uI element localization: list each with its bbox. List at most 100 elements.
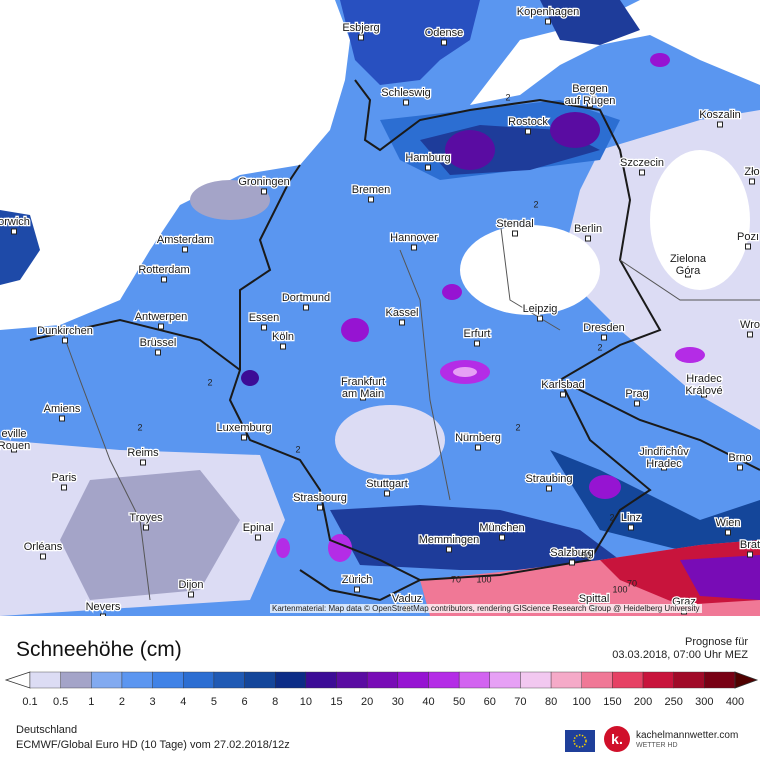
city-label: Koszalin xyxy=(699,109,741,121)
city-label: Zielona xyxy=(670,253,707,265)
city-label: Dijon xyxy=(178,579,203,591)
city-label: Brat xyxy=(740,539,760,551)
scale-cell xyxy=(91,671,123,689)
scale-cell xyxy=(581,671,613,689)
forecast-time: 03.03.2018, 07:00 Uhr MEZ xyxy=(612,649,748,661)
city-marker xyxy=(368,196,374,203)
city-marker xyxy=(155,349,161,356)
city-marker xyxy=(601,334,607,341)
city-marker xyxy=(40,553,46,560)
city-marker xyxy=(747,331,753,338)
city-marker xyxy=(499,534,505,541)
city-marker xyxy=(749,178,755,185)
contour-label: 2 xyxy=(207,377,212,387)
purple-area xyxy=(650,53,670,67)
color-scale: 0.1 0.5 1 2 3 4 5 6 8 10 15 20 30 40 50 60 70 80 100 150 200… xyxy=(4,671,759,708)
city-marker xyxy=(62,337,68,344)
eu-flag xyxy=(565,730,595,752)
city-label: Szczecin xyxy=(620,157,664,169)
bavaria-dark xyxy=(330,505,620,570)
city-marker xyxy=(446,546,452,553)
city-marker xyxy=(569,559,575,566)
purple-area xyxy=(589,475,621,499)
england xyxy=(0,210,40,285)
city-label: Schleswig xyxy=(381,87,431,99)
city-marker xyxy=(11,228,17,235)
scale-label: 50 xyxy=(453,696,465,708)
contour-label: 2 xyxy=(295,444,300,454)
contour-label: 2 xyxy=(515,422,520,432)
city-marker xyxy=(661,464,667,471)
city-label: Zło xyxy=(744,166,759,178)
scale-label: 70 xyxy=(514,696,526,708)
scale-cell xyxy=(550,671,582,689)
model: ECMWF/Global Euro HD (10 Tage) vom 27.02… xyxy=(16,739,290,751)
city-label: Orléans xyxy=(24,541,63,553)
grey-area xyxy=(190,180,270,220)
city-label: Jindřichův xyxy=(639,446,689,458)
city-marker xyxy=(358,34,364,41)
purple-area xyxy=(442,284,462,300)
city-marker xyxy=(425,164,431,171)
city-label: Frankfurt xyxy=(341,376,385,388)
city-label: Králové xyxy=(685,385,722,397)
city-label: Memmingen xyxy=(419,534,480,546)
city-label: Paris xyxy=(51,472,77,484)
border xyxy=(559,379,760,471)
city-marker xyxy=(403,99,409,106)
scale-cell xyxy=(520,671,552,689)
scale-label: 300 xyxy=(695,696,713,708)
scale-label: 6 xyxy=(242,696,248,708)
scale-cell xyxy=(152,671,184,689)
city-marker xyxy=(241,434,247,441)
scale-cell xyxy=(213,671,245,689)
city-marker xyxy=(158,323,164,330)
legend-panel: Schneehöhe (cm) Prognose für 03.03.2018,… xyxy=(0,616,760,760)
contour-label: 70 xyxy=(451,574,461,584)
contour-label: 50 xyxy=(581,550,591,560)
city-label: Straubing xyxy=(525,473,572,485)
scale-cell xyxy=(612,671,644,689)
city-marker xyxy=(628,524,634,531)
alps-deep xyxy=(680,555,760,600)
city-label: Troyes xyxy=(129,512,163,524)
city-marker xyxy=(512,230,518,237)
baltic-sea xyxy=(470,0,760,105)
city-marker xyxy=(639,169,645,176)
scale-cell xyxy=(60,671,92,689)
city-label: auf Rügen xyxy=(565,95,616,107)
city-marker xyxy=(360,394,366,401)
city-marker xyxy=(384,490,390,497)
city-label: Leipzig xyxy=(523,303,558,315)
city-label: Groningen xyxy=(238,176,289,188)
city-label: Hamburg xyxy=(405,152,450,164)
scale-cell xyxy=(428,671,460,689)
city-marker xyxy=(11,446,17,453)
borders xyxy=(29,79,760,602)
city-label: Köln xyxy=(272,331,294,343)
scale-label: 30 xyxy=(392,696,404,708)
city-label: Linz xyxy=(621,512,641,524)
city-marker xyxy=(441,39,447,46)
scale-cell xyxy=(704,671,736,689)
scale-label: 20 xyxy=(361,696,373,708)
city-label: Dunkirchen xyxy=(37,325,93,337)
city-label: am Main xyxy=(342,388,384,400)
admin-lines xyxy=(59,219,760,601)
germany-border xyxy=(228,79,662,582)
city-label: Góra xyxy=(676,265,701,277)
city-label: Spittal xyxy=(579,593,610,605)
city-label: Odense xyxy=(425,27,464,39)
city-label: München xyxy=(479,522,524,534)
city-marker xyxy=(280,343,286,350)
scale-cell xyxy=(336,671,368,689)
city-marker xyxy=(255,534,261,541)
city-marker xyxy=(685,271,691,278)
scale-cell xyxy=(121,671,153,689)
city-marker xyxy=(59,415,65,422)
city-marker xyxy=(261,188,267,195)
scale-label: 200 xyxy=(634,696,652,708)
city-marker xyxy=(634,400,640,407)
city-marker xyxy=(261,324,267,331)
scale-label: 5 xyxy=(211,696,217,708)
